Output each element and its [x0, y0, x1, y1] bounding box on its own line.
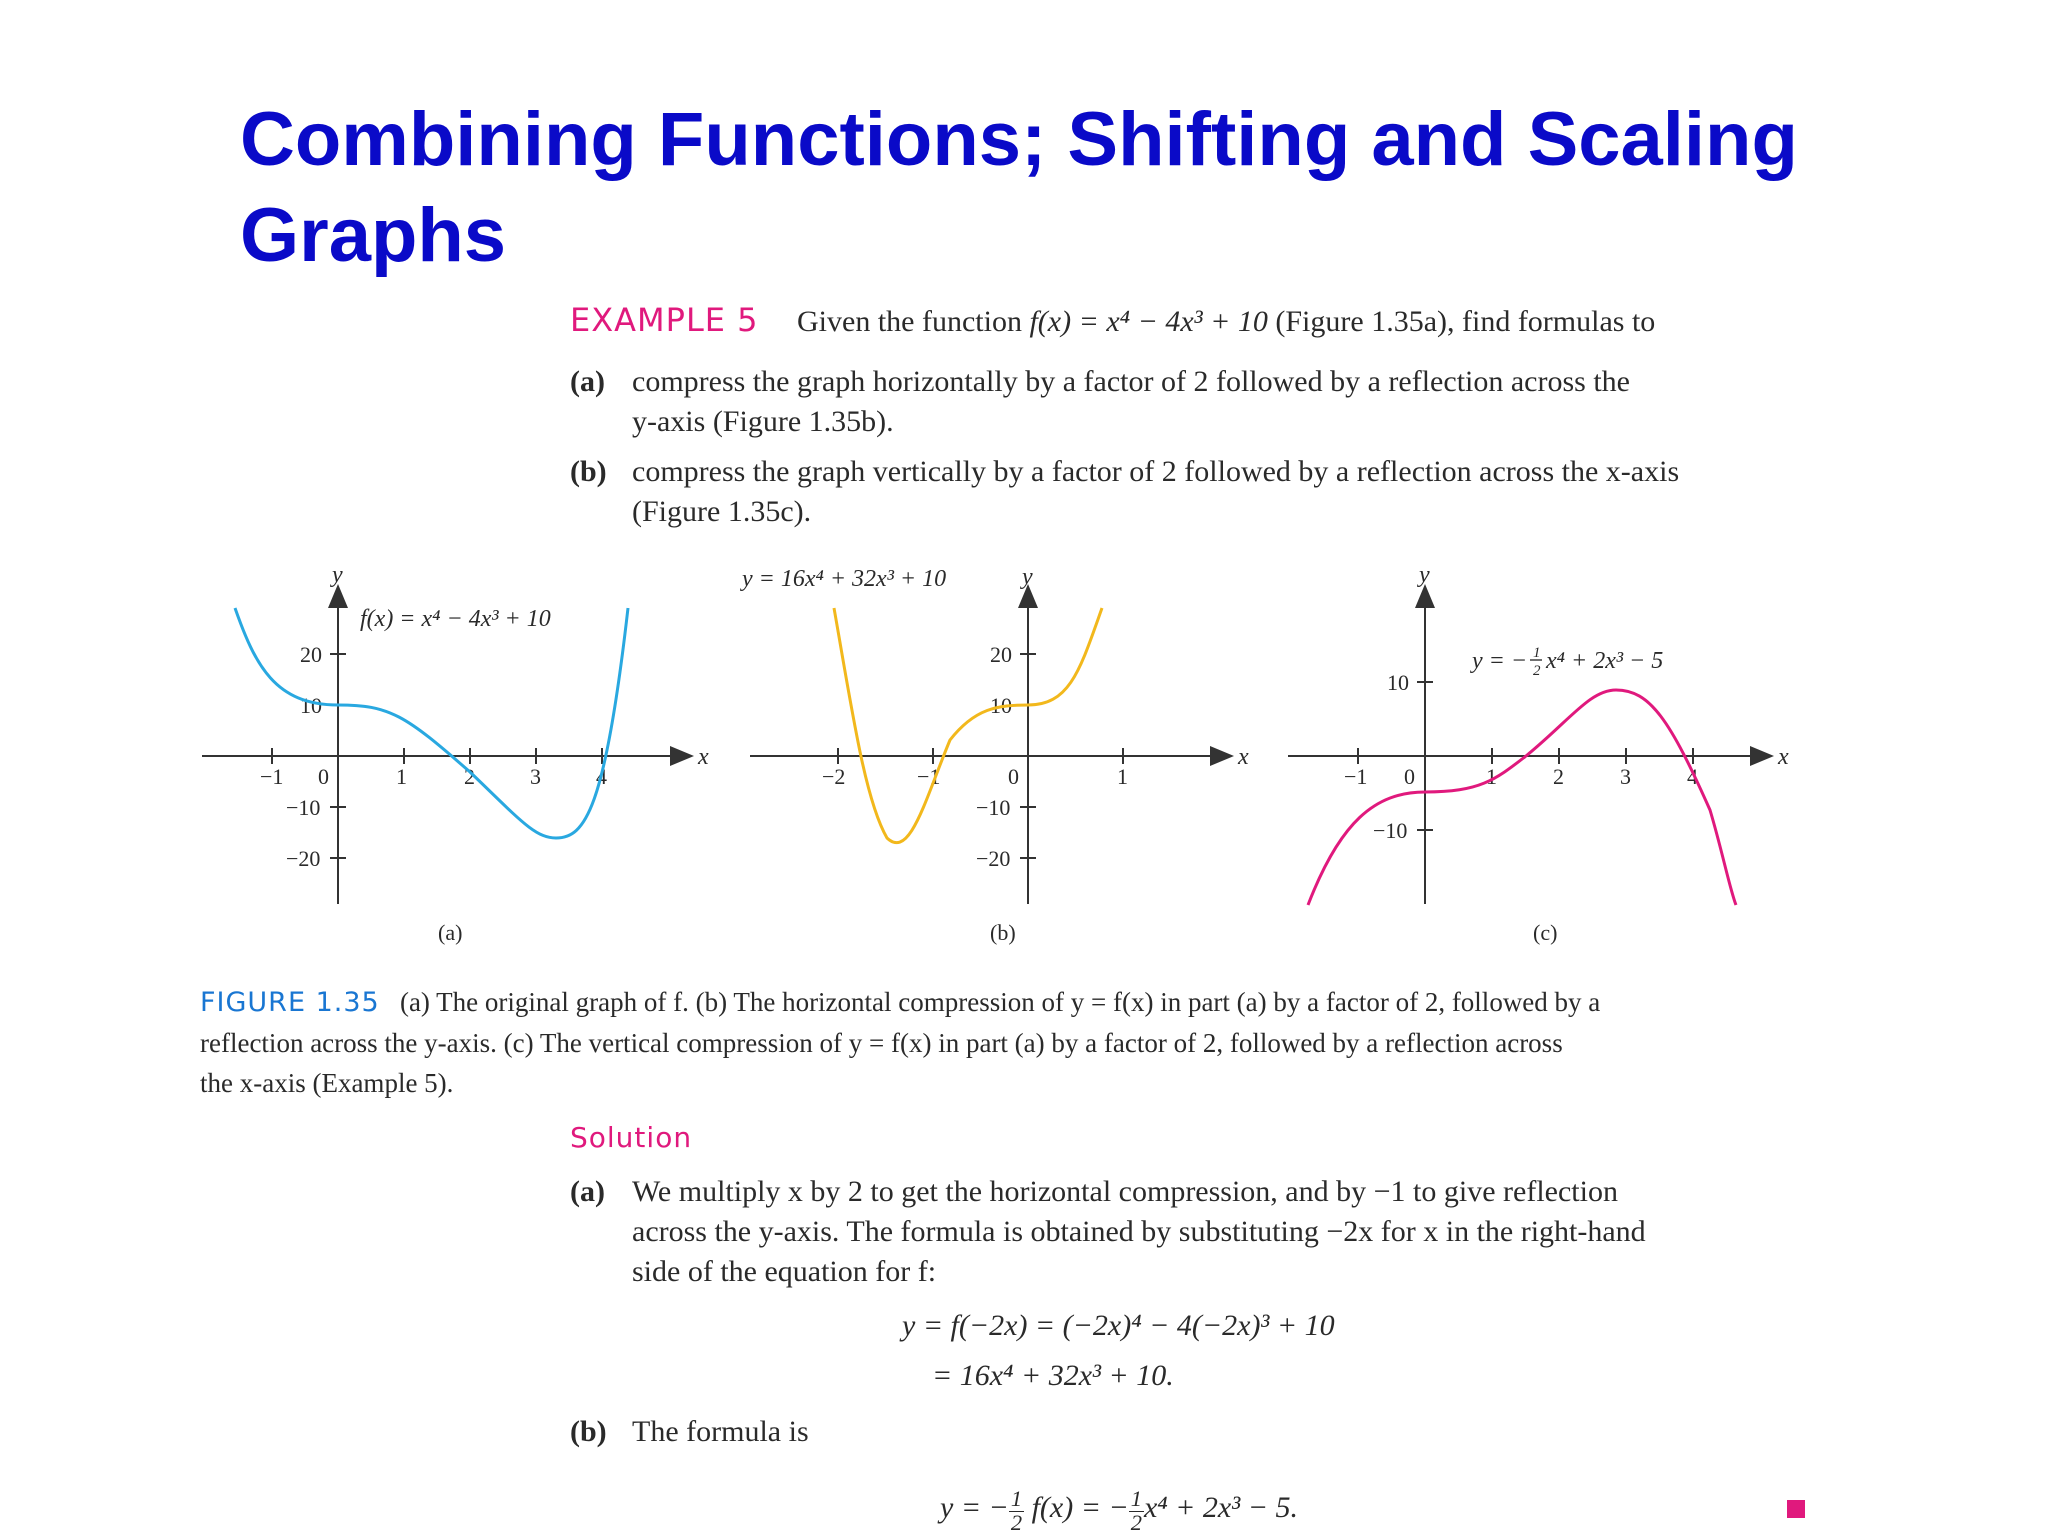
eq3-frac-2-num: 1: [1128, 1486, 1144, 1512]
example-intro: Given the function f(x) = x⁴ − 4x³ + 10 …: [797, 302, 1655, 342]
panel-c-curve-label: y = − 1 2 x⁴ + 2x³ − 5: [1470, 645, 1663, 679]
solution-heading: Solution: [570, 1118, 692, 1158]
panel-c-y-label: y: [1417, 562, 1430, 588]
panel-a-curve-label: f(x) = x⁴ − 4x³ + 10: [360, 606, 551, 632]
panel-c-xtick-3: 2: [1553, 764, 1564, 789]
panel-b-curve-label: y = 16x⁴ + 32x³ + 10: [740, 566, 946, 592]
solution-b-text: The formula is: [632, 1415, 809, 1448]
solution-a-line3: side of the equation for f:: [632, 1255, 937, 1288]
solution-equation-3: y = −1 2 f(x) = −1 2 x⁴ + 2x³ − 5.: [940, 1486, 1298, 1535]
caption-line-3: the x-axis (Example 5).: [200, 1068, 454, 1098]
panel-b-xtick-3: 1: [1117, 764, 1128, 789]
panel-b-xtick-2: 0: [1008, 764, 1019, 789]
eq3-post: x⁴ + 2x³ − 5.: [1143, 1491, 1298, 1525]
panel-c-xtick-5: 4: [1687, 764, 1698, 789]
part-b-line2: (Figure 1.35c).: [632, 495, 812, 528]
eq3-frac-1-num: 1: [1008, 1486, 1025, 1512]
panel-c-ytick-1: −10: [1373, 818, 1407, 843]
part-b-line1: compress the graph vertically by a facto…: [632, 455, 1680, 488]
caption-label: FIGURE 1.35: [200, 987, 380, 1018]
part-a-line2: y-axis (Figure 1.35b).: [632, 405, 894, 438]
panel-c-curve-label-post: x⁴ + 2x³ − 5: [1545, 648, 1663, 674]
panel-c-ytick-0: 10: [1387, 670, 1409, 695]
part-a-line1: compress the graph horizontally by a fac…: [632, 365, 1630, 398]
eq3-mid: f(x) = −: [1031, 1491, 1129, 1525]
panel-c-xtick-1: 0: [1404, 764, 1415, 789]
panel-c: x y −1 0 1 2 3 4 10 −10 y = − 1 2 x⁴ + 2…: [1288, 562, 1789, 945]
solution-b-label: (b): [570, 1415, 607, 1448]
panel-b-y-label: y: [1020, 564, 1033, 590]
solution-a-line1: We multiply x by 2 to get the horizontal…: [632, 1175, 1618, 1208]
panel-a-xtick-2: 1: [396, 764, 407, 789]
panel-b-ytick-3: −20: [976, 846, 1010, 871]
end-of-proof-mark: [1787, 1500, 1805, 1518]
solution-a-label: (a): [570, 1175, 605, 1208]
solution-equation-1: y = f(−2x) = (−2x)⁴ − 4(−2x)³ + 10: [902, 1309, 1335, 1342]
panel-a-curve: [233, 607, 630, 840]
solution-equation-2: = 16x⁴ + 32x³ + 10.: [932, 1359, 1174, 1392]
part-a-label: (a): [570, 365, 605, 398]
panel-c-xtick-0: −1: [1344, 764, 1367, 789]
part-b-label: (b): [570, 455, 607, 488]
figure-caption: FIGURE 1.35 (a) The original graph of f.…: [200, 982, 1810, 1103]
panel-b-ytick-0: 20: [990, 642, 1012, 667]
caption-line-2: reflection across the y-axis. (c) The ve…: [200, 1028, 1563, 1058]
panel-a-xtick-4: 3: [530, 764, 541, 789]
panel-b-sublabel: (b): [990, 920, 1016, 945]
example-intro-pre: Given the function: [797, 305, 1022, 338]
panel-a: x y −1 0 1 2 3 4 20 10 −10 −20 f(x) = x⁴…: [202, 562, 709, 945]
figure-1-35: x y −1 0 1 2 3 4 20 10 −10 −20 f(x) = x⁴…: [202, 562, 1789, 945]
panel-c-curve: [1306, 688, 1738, 906]
panel-a-ytick-0: 20: [300, 642, 322, 667]
caption-line-1: FIGURE 1.35 (a) The original graph of f.…: [200, 982, 1810, 1023]
solution-a-line2: across the y-axis. The formula is obtain…: [632, 1215, 1646, 1248]
panel-a-ytick-3: −20: [286, 846, 320, 871]
panel-a-xtick-3: 2: [464, 764, 475, 789]
page-title: Combining Functions; Shifting and Scalin…: [240, 97, 1798, 278]
caption-line-1-text: (a) The original graph of f. (b) The hor…: [399, 987, 1601, 1017]
panel-c-x-label: x: [1777, 744, 1789, 770]
panel-c-curve-label-den: 2: [1533, 663, 1541, 679]
eq3-frac-2-den: 2: [1130, 1509, 1142, 1535]
panel-c-sublabel: (c): [1533, 920, 1557, 945]
panel-a-x-label: x: [697, 744, 709, 770]
example-heading: EXAMPLE 5: [570, 300, 759, 342]
panel-a-xtick-0: −1: [260, 764, 283, 789]
panel-b-xtick-0: −2: [822, 764, 845, 789]
panel-b-ytick-2: −10: [976, 795, 1010, 820]
panel-c-xtick-4: 3: [1620, 764, 1631, 789]
example-intro-function: f(x) = x⁴ − 4x³ + 10: [1029, 305, 1268, 338]
example-intro-post: (Figure 1.35a), find formulas to: [1275, 305, 1656, 338]
panel-a-ytick-2: −10: [286, 795, 320, 820]
example-label: EXAMPLE 5: [570, 301, 759, 339]
panel-b-x-label: x: [1237, 744, 1249, 770]
panel-b-curve: [832, 607, 1104, 845]
eq3-frac-1-den: 2: [1010, 1509, 1023, 1535]
panel-c-curve-label-pre: y = −: [1470, 648, 1527, 674]
panel-c-curve-label-num: 1: [1533, 645, 1541, 661]
panel-c-xtick-2: 1: [1486, 764, 1497, 789]
panel-a-y-label: y: [330, 562, 343, 588]
eq3-pre: y = −: [940, 1491, 1009, 1525]
panel-a-xtick-1: 0: [318, 764, 329, 789]
solution-label: Solution: [570, 1121, 693, 1154]
panel-b: x y −2 −1 0 1 20 10 −10 −20 y = 16x⁴ + 3…: [740, 564, 1249, 945]
panel-a-sublabel: (a): [438, 920, 462, 945]
panel-a-ytick-1: 10: [300, 693, 322, 718]
